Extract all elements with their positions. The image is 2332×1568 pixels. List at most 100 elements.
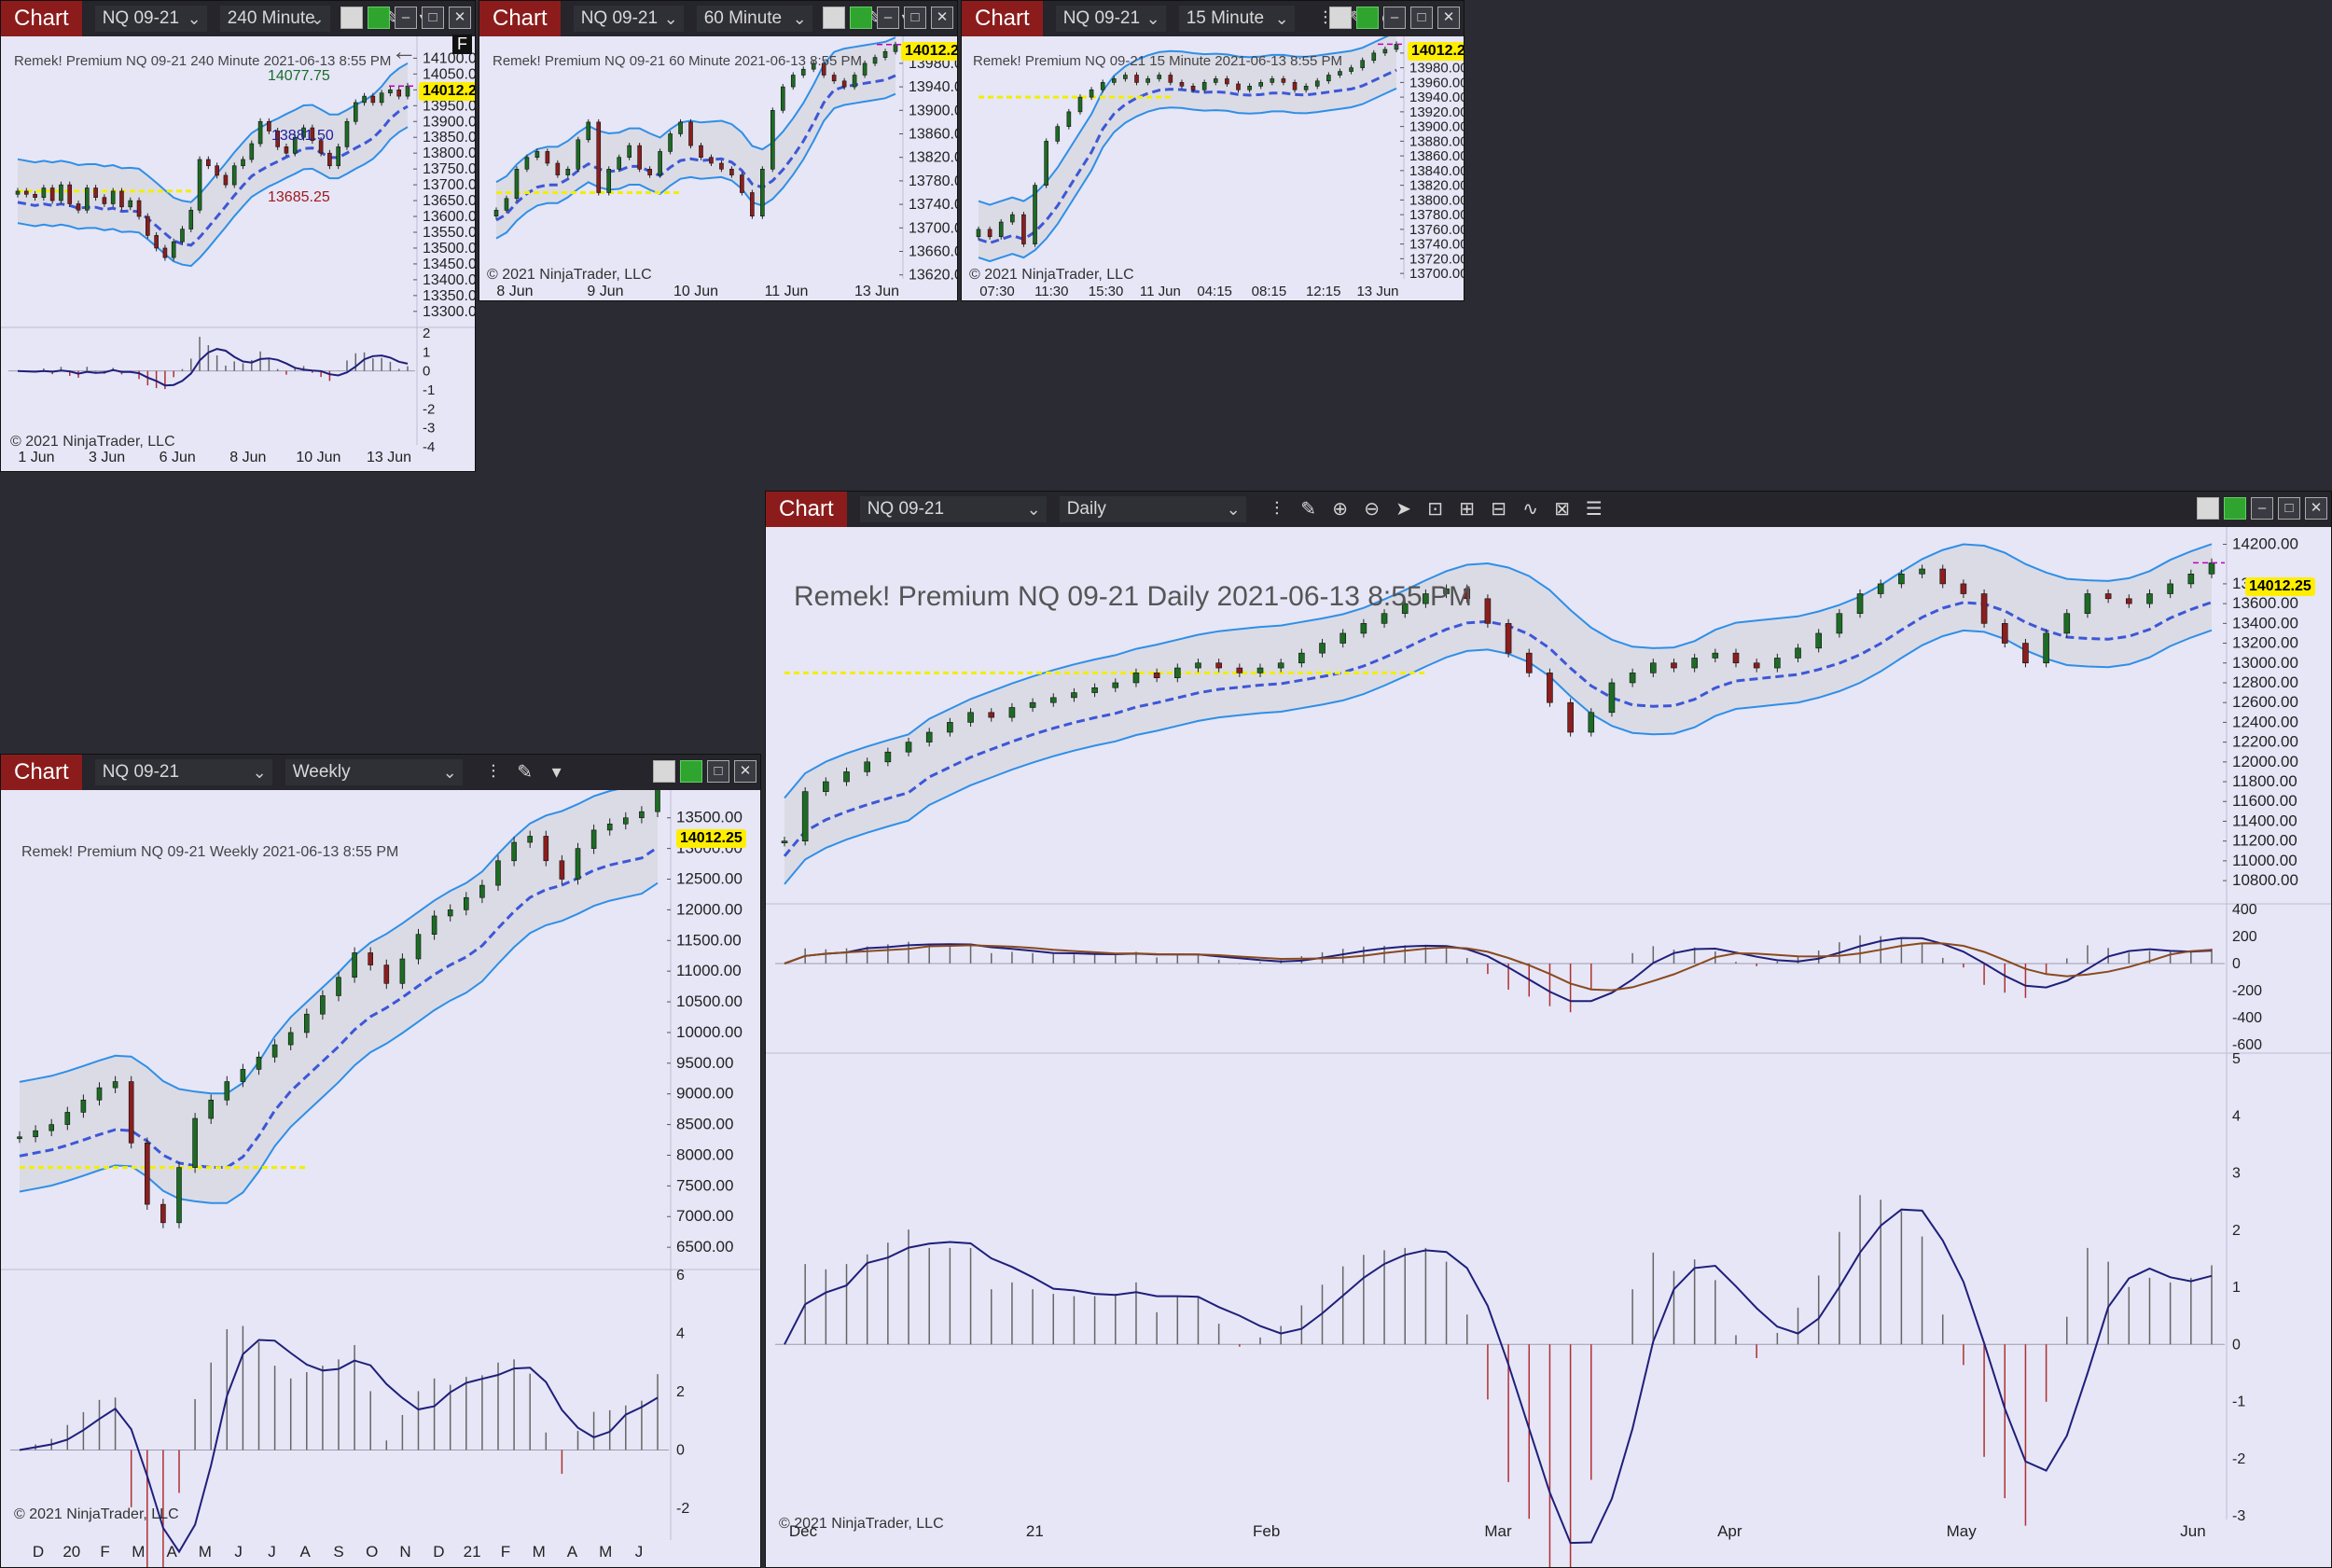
upper-band: [17, 62, 409, 203]
minimize-icon[interactable]: –: [2251, 497, 2273, 520]
candle-body: [988, 712, 995, 718]
candle-body: [841, 80, 847, 88]
instrument-selector[interactable]: NQ 09-21 ⌄: [573, 6, 684, 32]
link-button[interactable]: [340, 7, 363, 29]
link-green-button[interactable]: [2224, 497, 2246, 520]
period-selector[interactable]: 15 Minute ⌄: [1178, 6, 1295, 32]
link-button[interactable]: [823, 7, 845, 29]
minimize-icon[interactable]: –: [1383, 7, 1406, 29]
bar-type-icon[interactable]: ⫶: [1274, 499, 1280, 520]
data-box-icon[interactable]: ⊡: [1427, 499, 1444, 520]
properties-icon[interactable]: ☰: [1585, 499, 1603, 520]
maximize-icon[interactable]: □: [904, 7, 926, 29]
y-tick-label: 13650.00: [423, 193, 476, 209]
instrument-selector[interactable]: NQ 09-21 ⌄: [859, 496, 1047, 522]
candle-body: [145, 1143, 150, 1205]
minimize-icon[interactable]: –: [395, 7, 417, 29]
candle-body: [188, 209, 194, 229]
trend-line: [17, 104, 409, 247]
price-panel[interactable]: 13980.0013940.0013900.0013860.0013820.00…: [479, 36, 957, 300]
period-selector[interactable]: 60 Minute ⌄: [696, 6, 812, 32]
close-icon[interactable]: ✕: [1437, 7, 1460, 29]
chart-menu-button[interactable]: Chart: [962, 1, 1043, 36]
chart-window-15m: Chart NQ 09-21⌄ 15 Minute⌄ ⫶ ✎ ⊕ ▾ – □ ✕…: [961, 0, 1464, 301]
chart-menu-button[interactable]: Chart: [1, 1, 82, 36]
zoom-in-icon[interactable]: ⊕: [1332, 499, 1349, 520]
trend-line: [495, 74, 896, 222]
link-green-button[interactable]: [368, 7, 390, 29]
maximize-icon[interactable]: □: [422, 7, 444, 29]
candle-body: [1525, 652, 1533, 673]
candle-body: [843, 771, 850, 783]
candle-body: [76, 203, 81, 211]
y-tick-label: 11400.00: [2232, 812, 2297, 829]
drawing-tool-icon[interactable]: ✎: [1300, 499, 1317, 520]
price-panel[interactable]: 14000.0013980.0013960.0013940.0013920.00…: [962, 36, 1464, 300]
candle-body: [1153, 673, 1160, 678]
close-icon[interactable]: ✕: [931, 7, 953, 29]
candle-body: [1168, 75, 1173, 83]
candle-body: [208, 1099, 214, 1119]
osc-line: [784, 937, 2213, 1003]
x-tick-label: 21: [1026, 1522, 1044, 1540]
strategies-icon[interactable]: ⊟: [1491, 499, 1507, 520]
indicators-icon[interactable]: ∿: [1522, 499, 1539, 520]
x-tick-label: Feb: [1253, 1522, 1280, 1540]
candle-body: [447, 909, 453, 917]
link-green-button[interactable]: [680, 760, 702, 783]
more-tools-icon[interactable]: ▾: [551, 762, 562, 783]
link-button[interactable]: [1329, 7, 1352, 29]
instrument-selector[interactable]: NQ 09-21 ⌄: [94, 6, 207, 32]
candle-body: [320, 995, 326, 1015]
candle-body: [171, 241, 176, 258]
period-selector[interactable]: Weekly ⌄: [285, 759, 463, 785]
x-tick-label: 11:30: [1034, 284, 1068, 299]
close-icon[interactable]: ✕: [734, 760, 757, 783]
pointer-icon[interactable]: ➤: [1395, 499, 1412, 520]
candle-body: [1505, 623, 1512, 654]
osc-tick-label: 4: [2232, 1108, 2241, 1124]
instrument-selector[interactable]: NQ 09-21 ⌄: [94, 759, 272, 785]
maximize-icon[interactable]: □: [2278, 497, 2300, 520]
zoom-out-icon[interactable]: ⊖: [1364, 499, 1381, 520]
close-icon[interactable]: ✕: [449, 7, 471, 29]
chart-menu-button[interactable]: Chart: [479, 1, 561, 36]
chart-style-icon[interactable]: ⊞: [1459, 499, 1476, 520]
x-tick-label: 10 Jun: [296, 450, 340, 465]
y-tick-label: 12600.00: [2232, 693, 2298, 711]
y-tick-label: 13980.00: [1409, 61, 1464, 76]
candle-body: [1856, 593, 1864, 615]
candle-body: [555, 162, 561, 175]
link-green-button[interactable]: [850, 7, 872, 29]
candle-body: [545, 151, 550, 164]
y-tick-label: 13450.00: [423, 257, 476, 272]
bar-type-icon[interactable]: ⫶: [491, 762, 496, 783]
y-tick-label: 11200.00: [2232, 832, 2297, 850]
bar-type-icon[interactable]: ⫶: [1323, 8, 1328, 29]
templates-icon[interactable]: ⊠: [1554, 499, 1571, 520]
arrow-left-icon[interactable]: ←: [391, 36, 417, 65]
instrument-selector[interactable]: NQ 09-21 ⌄: [1055, 6, 1166, 32]
candle-body: [1089, 89, 1094, 98]
chart-menu-button[interactable]: Chart: [1, 755, 82, 790]
minimize-icon[interactable]: –: [877, 7, 899, 29]
f-button[interactable]: F: [452, 35, 472, 54]
close-icon[interactable]: ✕: [2305, 497, 2327, 520]
maximize-icon[interactable]: □: [1410, 7, 1433, 29]
drawing-tool-icon[interactable]: ✎: [517, 762, 534, 783]
price-panel[interactable]: 13500.00 13000.00 12500.00 12000.00 11500.00…: [1, 790, 760, 1567]
candle-body: [128, 200, 133, 208]
period-selector[interactable]: Daily ⌄: [1059, 496, 1246, 522]
period-selector[interactable]: 240 Minute ⌄: [219, 6, 330, 32]
price-panel[interactable]: 14100.0014050.0014000.0013950.0013900.00…: [1, 36, 476, 471]
maximize-icon[interactable]: □: [707, 760, 729, 783]
chart-menu-button[interactable]: Chart: [766, 492, 847, 527]
link-green-button[interactable]: [1356, 7, 1379, 29]
candle-body: [524, 157, 530, 170]
price-panel[interactable]: 14200.0013800.0013600.0013400.0013200.00…: [766, 527, 2331, 1567]
link-button[interactable]: [653, 760, 675, 783]
y-tick-label: 13740.00: [1409, 237, 1464, 253]
link-button[interactable]: [2197, 497, 2219, 520]
candle-body: [257, 120, 263, 145]
candle-body: [1049, 697, 1057, 703]
